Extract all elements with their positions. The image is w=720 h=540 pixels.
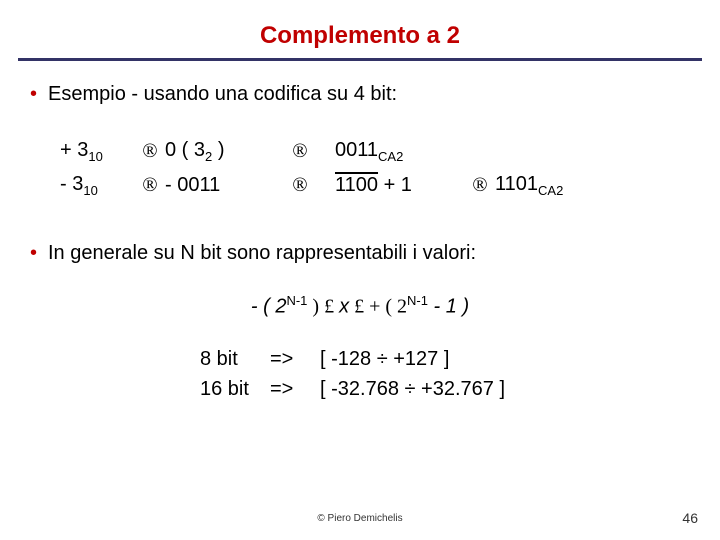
bullet-1: Esempio - usando una codifica su 4 bit: bbox=[30, 83, 690, 106]
ex1-lhs-pre: + 3 bbox=[60, 139, 88, 161]
r2-range: [ -32.768 ÷ +32.767 ] bbox=[320, 374, 505, 404]
bullet-1-text: Esempio - usando una codifica su 4 bit: bbox=[48, 83, 397, 105]
ex2-rhs-plus: + 1 bbox=[378, 174, 412, 196]
ex2-res-pre: 1101 bbox=[495, 173, 538, 195]
example-row-1: + 310 ® 0 ( 32 ) ® 0011CA2 bbox=[60, 134, 690, 168]
example-block: + 310 ® 0 ( 32 ) ® 0011CA2 - 310 ® - 001… bbox=[30, 134, 690, 202]
f-var: x bbox=[339, 295, 349, 317]
ex1-mid: 0 ( 32 ) bbox=[165, 134, 265, 168]
range-row-1: 8 bit => [ -128 ÷ +127 ] bbox=[200, 344, 690, 374]
f-exp2: N-1 bbox=[407, 293, 428, 308]
ex2-lhs: - 310 bbox=[60, 168, 135, 202]
ex1-lhs: + 310 bbox=[60, 134, 135, 168]
range-formula: - ( 2N-1 ) £ x £ + ( 2N-1 - 1 ) bbox=[30, 293, 690, 319]
arrow-icon: ® bbox=[135, 169, 165, 201]
f-post: - 1 ) bbox=[428, 295, 469, 317]
f-exp1: N-1 bbox=[286, 293, 307, 308]
f-mid2: £ + ( 2 bbox=[349, 295, 407, 317]
ex1-lhs-sub: 10 bbox=[88, 149, 102, 164]
r2-arrow: => bbox=[270, 374, 320, 404]
ex1-rhs-sub: CA2 bbox=[378, 149, 403, 164]
ex1-rhs: 0011CA2 bbox=[335, 134, 465, 168]
r2-bits: 16 bit bbox=[200, 374, 270, 404]
ex2-rhs: 1100 + 1 bbox=[335, 169, 465, 201]
slide: Complemento a 2 Esempio - usando una cod… bbox=[0, 0, 720, 540]
f-mid: ) £ bbox=[307, 295, 339, 317]
ex2-lhs-pre: - 3 bbox=[60, 173, 83, 195]
f-pre: - ( 2 bbox=[251, 295, 287, 317]
footer-page-number: 46 bbox=[682, 510, 698, 526]
bullet-2: In generale su N bit sono rappresentabil… bbox=[30, 242, 690, 265]
arrow-icon: ® bbox=[135, 135, 165, 167]
ex2-rhs-over: 1100 bbox=[335, 174, 378, 196]
example-row-2: - 310 ® - 0011 ® 1100 + 1 ® 1101CA2 bbox=[60, 168, 690, 202]
arrow-icon: ® bbox=[265, 169, 335, 201]
footer-copyright: © Piero Demichelis bbox=[0, 513, 720, 524]
ex1-mid-post: ) bbox=[212, 139, 224, 161]
range-block: 8 bit => [ -128 ÷ +127 ] 16 bit => [ -32… bbox=[30, 344, 690, 404]
arrow-icon: ® bbox=[265, 135, 335, 167]
r1-arrow: => bbox=[270, 344, 320, 374]
arrow-icon: ® bbox=[465, 169, 495, 201]
ex2-lhs-sub: 10 bbox=[83, 183, 97, 198]
ex2-result: 1101CA2 bbox=[495, 168, 563, 202]
ex1-rhs-pre: 0011 bbox=[335, 139, 378, 161]
ex1-mid-pre: 0 ( 3 bbox=[165, 139, 205, 161]
r1-range: [ -128 ÷ +127 ] bbox=[320, 344, 449, 374]
ex2-res-sub: CA2 bbox=[538, 183, 563, 198]
ex2-mid: - 0011 bbox=[165, 169, 265, 201]
r1-bits: 8 bit bbox=[200, 344, 270, 374]
slide-title: Complemento a 2 bbox=[0, 0, 720, 58]
slide-body: Esempio - usando una codifica su 4 bit: … bbox=[0, 61, 720, 404]
bullet-2-text: In generale su N bit sono rappresentabil… bbox=[48, 242, 476, 264]
range-row-2: 16 bit => [ -32.768 ÷ +32.767 ] bbox=[200, 374, 690, 404]
